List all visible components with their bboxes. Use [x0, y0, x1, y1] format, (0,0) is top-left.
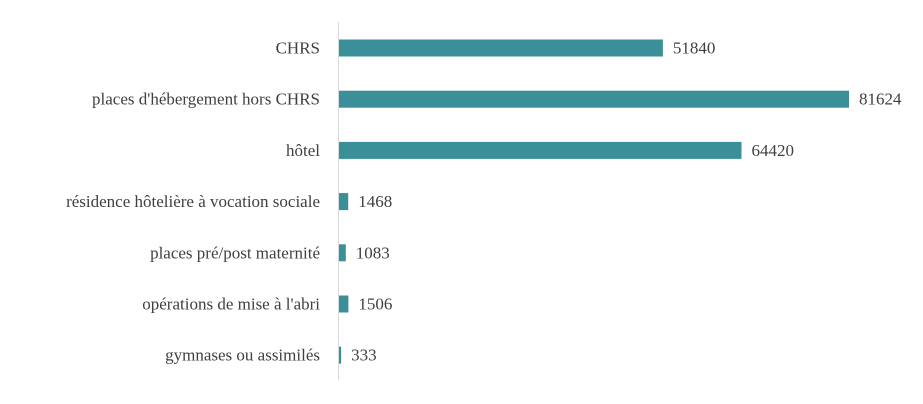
value-label: 81624: [859, 90, 902, 109]
value-label: 64420: [752, 141, 795, 160]
bar: [339, 295, 349, 313]
bar: [339, 244, 346, 262]
category-label: opérations de mise à l'abri: [142, 295, 320, 314]
bars-layer: [339, 39, 849, 364]
bar: [339, 39, 663, 57]
labels-layer: CHRS 51840 places d'hébergement hors CHRS 8…: [66, 39, 902, 365]
bar: [339, 141, 742, 159]
category-label: places d'hébergement hors CHRS: [92, 90, 320, 109]
category-label: places pré/post maternité: [150, 243, 320, 262]
value-label: 1506: [358, 295, 392, 314]
bar: [339, 346, 342, 364]
category-label: gymnases ou assimilés: [165, 346, 320, 365]
category-label: résidence hôtelière à vocation sociale: [66, 192, 320, 211]
bar: [339, 193, 349, 211]
value-label: 333: [351, 346, 377, 365]
category-label: CHRS: [276, 39, 320, 58]
bar: [339, 90, 849, 108]
value-label: 51840: [673, 39, 716, 58]
category-label: hôtel: [286, 141, 320, 160]
value-label: 1468: [358, 192, 392, 211]
value-label: 1083: [356, 243, 390, 262]
